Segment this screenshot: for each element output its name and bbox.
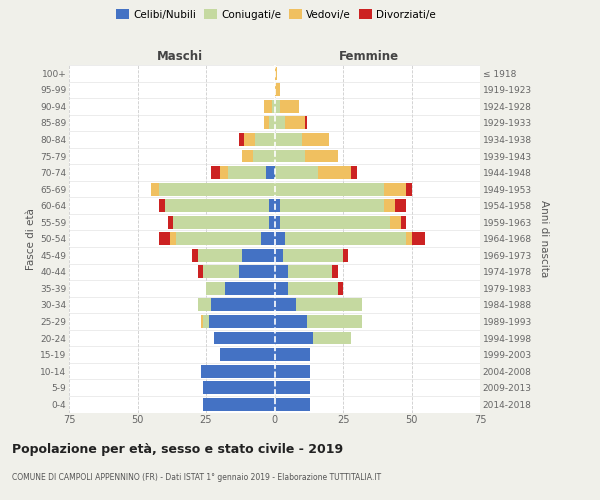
Bar — [275, 364, 310, 378]
Bar — [288, 282, 338, 295]
Bar — [307, 315, 362, 328]
Bar — [280, 100, 299, 113]
Bar — [338, 282, 343, 295]
Bar — [209, 315, 275, 328]
Bar — [198, 298, 211, 312]
Bar — [406, 182, 412, 196]
Bar — [206, 282, 225, 295]
Bar — [275, 100, 280, 113]
Bar — [319, 166, 351, 179]
Bar — [313, 332, 351, 344]
Bar — [173, 216, 269, 228]
Bar — [269, 199, 275, 212]
Bar — [167, 216, 173, 228]
Bar — [275, 332, 313, 344]
Y-axis label: Anni di nascita: Anni di nascita — [539, 200, 548, 278]
Bar — [332, 266, 338, 278]
Bar — [275, 133, 302, 146]
Bar — [203, 381, 275, 394]
Y-axis label: Fasce di età: Fasce di età — [26, 208, 36, 270]
Bar — [286, 232, 406, 245]
Bar — [275, 348, 310, 361]
Bar — [160, 199, 165, 212]
Bar — [275, 381, 310, 394]
Bar — [176, 232, 261, 245]
Bar — [275, 166, 319, 179]
Bar — [384, 182, 406, 196]
Bar — [228, 166, 266, 179]
Bar — [283, 249, 343, 262]
Bar — [275, 116, 286, 130]
Bar — [244, 133, 256, 146]
Bar — [275, 315, 307, 328]
Bar — [239, 133, 244, 146]
Bar — [220, 166, 228, 179]
Bar — [275, 298, 296, 312]
Text: Popolazione per età, sesso e stato civile - 2019: Popolazione per età, sesso e stato civil… — [12, 442, 343, 456]
Bar — [242, 249, 275, 262]
Bar — [305, 116, 307, 130]
Bar — [266, 166, 275, 179]
Bar — [275, 216, 280, 228]
Bar — [214, 332, 275, 344]
Bar — [275, 67, 277, 80]
Bar — [275, 266, 288, 278]
Bar — [286, 116, 305, 130]
Bar — [395, 199, 406, 212]
Bar — [275, 150, 305, 162]
Bar — [253, 150, 275, 162]
Bar — [302, 133, 329, 146]
Bar — [203, 266, 239, 278]
Legend: Celibi/Nubili, Coniugati/e, Vedovi/e, Divorziati/e: Celibi/Nubili, Coniugati/e, Vedovi/e, Di… — [112, 5, 440, 24]
Bar — [296, 298, 362, 312]
Bar — [200, 315, 203, 328]
Bar — [170, 232, 176, 245]
Bar — [198, 249, 242, 262]
Text: Maschi: Maschi — [157, 50, 203, 62]
Bar — [261, 232, 275, 245]
Bar — [193, 249, 198, 262]
Bar — [220, 348, 275, 361]
Bar — [239, 266, 275, 278]
Bar — [203, 398, 275, 410]
Bar — [165, 199, 269, 212]
Bar — [160, 182, 275, 196]
Bar — [389, 216, 401, 228]
Bar — [160, 232, 170, 245]
Bar — [275, 249, 283, 262]
Bar — [343, 249, 349, 262]
Bar — [275, 398, 310, 410]
Bar — [263, 100, 272, 113]
Bar — [151, 182, 160, 196]
Text: COMUNE DI CAMPOLI APPENNINO (FR) - Dati ISTAT 1° gennaio 2019 - Elaborazione TUT: COMUNE DI CAMPOLI APPENNINO (FR) - Dati … — [12, 472, 381, 482]
Bar — [263, 116, 269, 130]
Bar — [256, 133, 275, 146]
Bar — [412, 232, 425, 245]
Bar — [203, 315, 209, 328]
Bar — [211, 298, 275, 312]
Bar — [305, 150, 338, 162]
Bar — [275, 84, 280, 96]
Text: Femmine: Femmine — [339, 50, 399, 62]
Bar — [275, 232, 286, 245]
Bar — [198, 266, 203, 278]
Bar — [269, 116, 275, 130]
Bar — [351, 166, 357, 179]
Bar — [211, 166, 220, 179]
Bar — [272, 100, 275, 113]
Bar — [288, 266, 332, 278]
Bar — [275, 199, 280, 212]
Bar — [275, 282, 288, 295]
Bar — [280, 216, 389, 228]
Bar — [280, 199, 384, 212]
Bar — [269, 216, 275, 228]
Bar — [275, 182, 384, 196]
Bar — [384, 199, 395, 212]
Bar — [406, 232, 412, 245]
Bar — [242, 150, 253, 162]
Bar — [225, 282, 275, 295]
Bar — [200, 364, 275, 378]
Bar — [401, 216, 406, 228]
